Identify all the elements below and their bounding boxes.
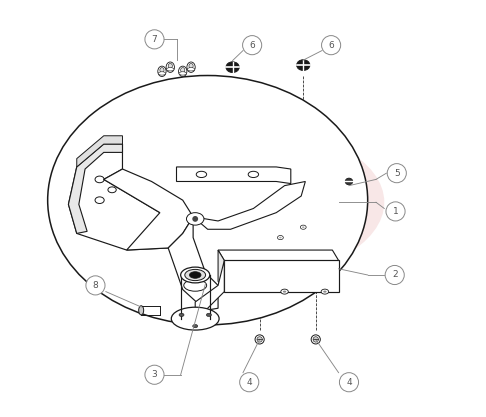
Circle shape <box>145 30 164 49</box>
Text: 8: 8 <box>93 281 98 290</box>
Circle shape <box>243 35 261 55</box>
Circle shape <box>385 266 404 284</box>
Ellipse shape <box>184 279 207 291</box>
Polygon shape <box>225 261 339 291</box>
Polygon shape <box>218 250 225 291</box>
Ellipse shape <box>158 72 166 75</box>
Ellipse shape <box>313 337 318 342</box>
Ellipse shape <box>139 306 144 315</box>
Ellipse shape <box>281 289 288 294</box>
Ellipse shape <box>226 62 239 73</box>
Ellipse shape <box>187 62 195 73</box>
Ellipse shape <box>255 335 264 344</box>
Polygon shape <box>193 181 305 229</box>
Ellipse shape <box>279 237 282 239</box>
Circle shape <box>322 35 341 55</box>
Text: 1: 1 <box>393 207 399 216</box>
Ellipse shape <box>171 307 219 330</box>
Ellipse shape <box>158 66 166 77</box>
Polygon shape <box>195 261 225 310</box>
Ellipse shape <box>283 291 286 293</box>
Text: SPECIALISTS: SPECIALISTS <box>169 215 317 235</box>
Circle shape <box>386 202 405 221</box>
Ellipse shape <box>296 60 310 70</box>
Ellipse shape <box>321 289 329 294</box>
Ellipse shape <box>179 313 184 317</box>
Polygon shape <box>104 169 193 250</box>
Ellipse shape <box>166 62 174 73</box>
Text: 6: 6 <box>328 41 334 50</box>
Ellipse shape <box>323 291 327 293</box>
Ellipse shape <box>185 269 206 281</box>
Polygon shape <box>218 250 339 261</box>
Ellipse shape <box>168 63 173 68</box>
Circle shape <box>86 276 105 295</box>
Ellipse shape <box>187 68 195 71</box>
Text: 6: 6 <box>249 41 255 50</box>
Polygon shape <box>77 136 122 167</box>
Ellipse shape <box>302 226 305 228</box>
Ellipse shape <box>187 213 204 225</box>
Text: 4: 4 <box>246 378 252 387</box>
Text: 4: 4 <box>346 378 352 387</box>
Ellipse shape <box>181 68 185 73</box>
Ellipse shape <box>257 337 262 342</box>
Ellipse shape <box>345 178 353 185</box>
Ellipse shape <box>189 63 193 68</box>
Circle shape <box>240 373 259 392</box>
Ellipse shape <box>278 236 283 240</box>
Text: EQUIPMENT: EQUIPMENT <box>174 184 312 204</box>
Ellipse shape <box>48 75 368 325</box>
Ellipse shape <box>193 324 198 328</box>
Ellipse shape <box>160 68 164 73</box>
Ellipse shape <box>190 271 201 278</box>
Text: 7: 7 <box>152 35 157 44</box>
Polygon shape <box>69 144 183 250</box>
Ellipse shape <box>300 225 306 229</box>
Text: 2: 2 <box>392 271 398 279</box>
Circle shape <box>387 163 406 183</box>
Ellipse shape <box>102 126 384 279</box>
Polygon shape <box>168 217 218 310</box>
Text: 3: 3 <box>152 370 157 379</box>
Text: 5: 5 <box>394 168 399 178</box>
Ellipse shape <box>311 335 320 344</box>
Polygon shape <box>176 167 291 183</box>
Ellipse shape <box>178 66 187 77</box>
Ellipse shape <box>207 313 211 317</box>
Ellipse shape <box>167 68 174 71</box>
Circle shape <box>145 365 164 384</box>
Text: INC.: INC. <box>301 189 318 198</box>
Ellipse shape <box>181 267 210 283</box>
Polygon shape <box>69 144 122 234</box>
Circle shape <box>339 373 359 392</box>
Ellipse shape <box>179 72 187 75</box>
Circle shape <box>192 216 198 222</box>
